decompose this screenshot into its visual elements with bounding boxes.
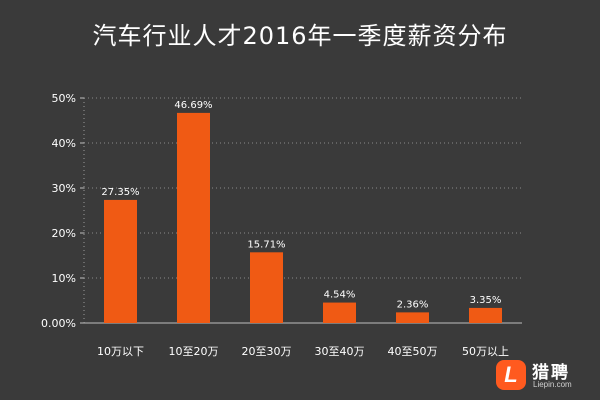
bar bbox=[396, 312, 429, 323]
brand-logo: L 猎聘 Liepin.com bbox=[496, 358, 592, 394]
bar bbox=[104, 199, 137, 323]
y-tick-label: 20% bbox=[52, 227, 76, 240]
data-label: 3.35% bbox=[470, 295, 502, 306]
x-tick-label: 30至40万 bbox=[315, 345, 365, 358]
x-tick-label: 40至50万 bbox=[388, 345, 438, 358]
y-tick-label: 10% bbox=[52, 272, 76, 285]
x-tick-label: 10至20万 bbox=[169, 345, 219, 358]
data-label: 46.69% bbox=[174, 100, 212, 111]
y-tick-label: 40% bbox=[52, 137, 76, 150]
bar bbox=[323, 302, 356, 323]
x-tick-label: 10万以下 bbox=[97, 345, 144, 358]
y-tick-label: 0.00% bbox=[41, 317, 76, 330]
bar bbox=[250, 252, 283, 323]
brand-badge-icon: L bbox=[496, 360, 526, 390]
axes bbox=[80, 97, 522, 324]
brand-name: 猎聘 bbox=[532, 363, 570, 383]
brand-url: Liepin.com bbox=[533, 380, 572, 389]
gridlines bbox=[84, 97, 522, 279]
data-label: 15.71% bbox=[247, 239, 285, 250]
bar bbox=[469, 307, 502, 323]
data-label: 27.35% bbox=[101, 187, 139, 198]
y-tick-label: 30% bbox=[52, 182, 76, 195]
labels: 0.00% 10% 20% 30% 40% 50% 27.35% 10万以下 46.69% 10至… bbox=[41, 92, 509, 358]
chart-title: 汽车行业人才2016年一季度薪资分布 bbox=[92, 22, 508, 50]
bars bbox=[104, 112, 502, 324]
x-tick-label: 20至30万 bbox=[242, 345, 292, 358]
data-label: 2.36% bbox=[397, 299, 429, 310]
bar bbox=[177, 112, 210, 324]
y-tick-label: 50% bbox=[52, 92, 76, 105]
x-tick-label: 50万以上 bbox=[462, 345, 509, 358]
data-label: 4.54% bbox=[324, 290, 356, 301]
